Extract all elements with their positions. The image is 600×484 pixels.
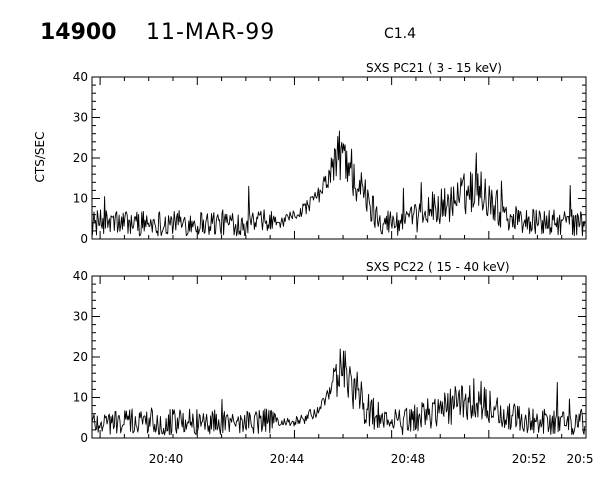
x-tick-label: 20:5 — [567, 452, 594, 466]
y-tick-label: 0 — [80, 232, 88, 246]
y-tick-label: 20 — [73, 350, 88, 364]
y-tick-label: 40 — [73, 70, 88, 84]
y-tick-label: 30 — [73, 310, 88, 324]
count-rate-trace — [91, 130, 586, 237]
y-axis-label: CTS/SEC — [33, 132, 47, 183]
goes-class: C1.4 — [384, 26, 416, 42]
y-tick-label: 30 — [73, 111, 88, 125]
event-number: 14900 — [40, 20, 117, 45]
y-tick-label: 20 — [73, 151, 88, 165]
count-rate-trace — [91, 348, 586, 436]
y-tick-label: 40 — [73, 269, 88, 283]
event-date: 11-MAR-99 — [146, 20, 275, 45]
x-tick-label: 20:52 — [512, 452, 547, 466]
y-tick-label: 10 — [73, 391, 88, 405]
x-tick-label: 20:48 — [391, 452, 426, 466]
panel-bottom-frame — [91, 275, 587, 439]
y-tick-label: 0 — [80, 431, 88, 445]
x-tick-label: 20:40 — [149, 452, 184, 466]
y-tick-label: 10 — [73, 192, 88, 206]
x-tick-label: 20:44 — [270, 452, 305, 466]
panel-top: SXS PC21 ( 3 - 15 keV) CTS/SEC 0 10 20 30 40 — [33, 61, 587, 246]
panel-top-title: SXS PC21 ( 3 - 15 keV) — [366, 61, 502, 75]
panel-bottom: SXS PC22 ( 15 - 40 keV) 0 10 20 30 40 — [73, 260, 587, 445]
panel-bottom-title: SXS PC22 ( 15 - 40 keV) — [366, 260, 510, 274]
